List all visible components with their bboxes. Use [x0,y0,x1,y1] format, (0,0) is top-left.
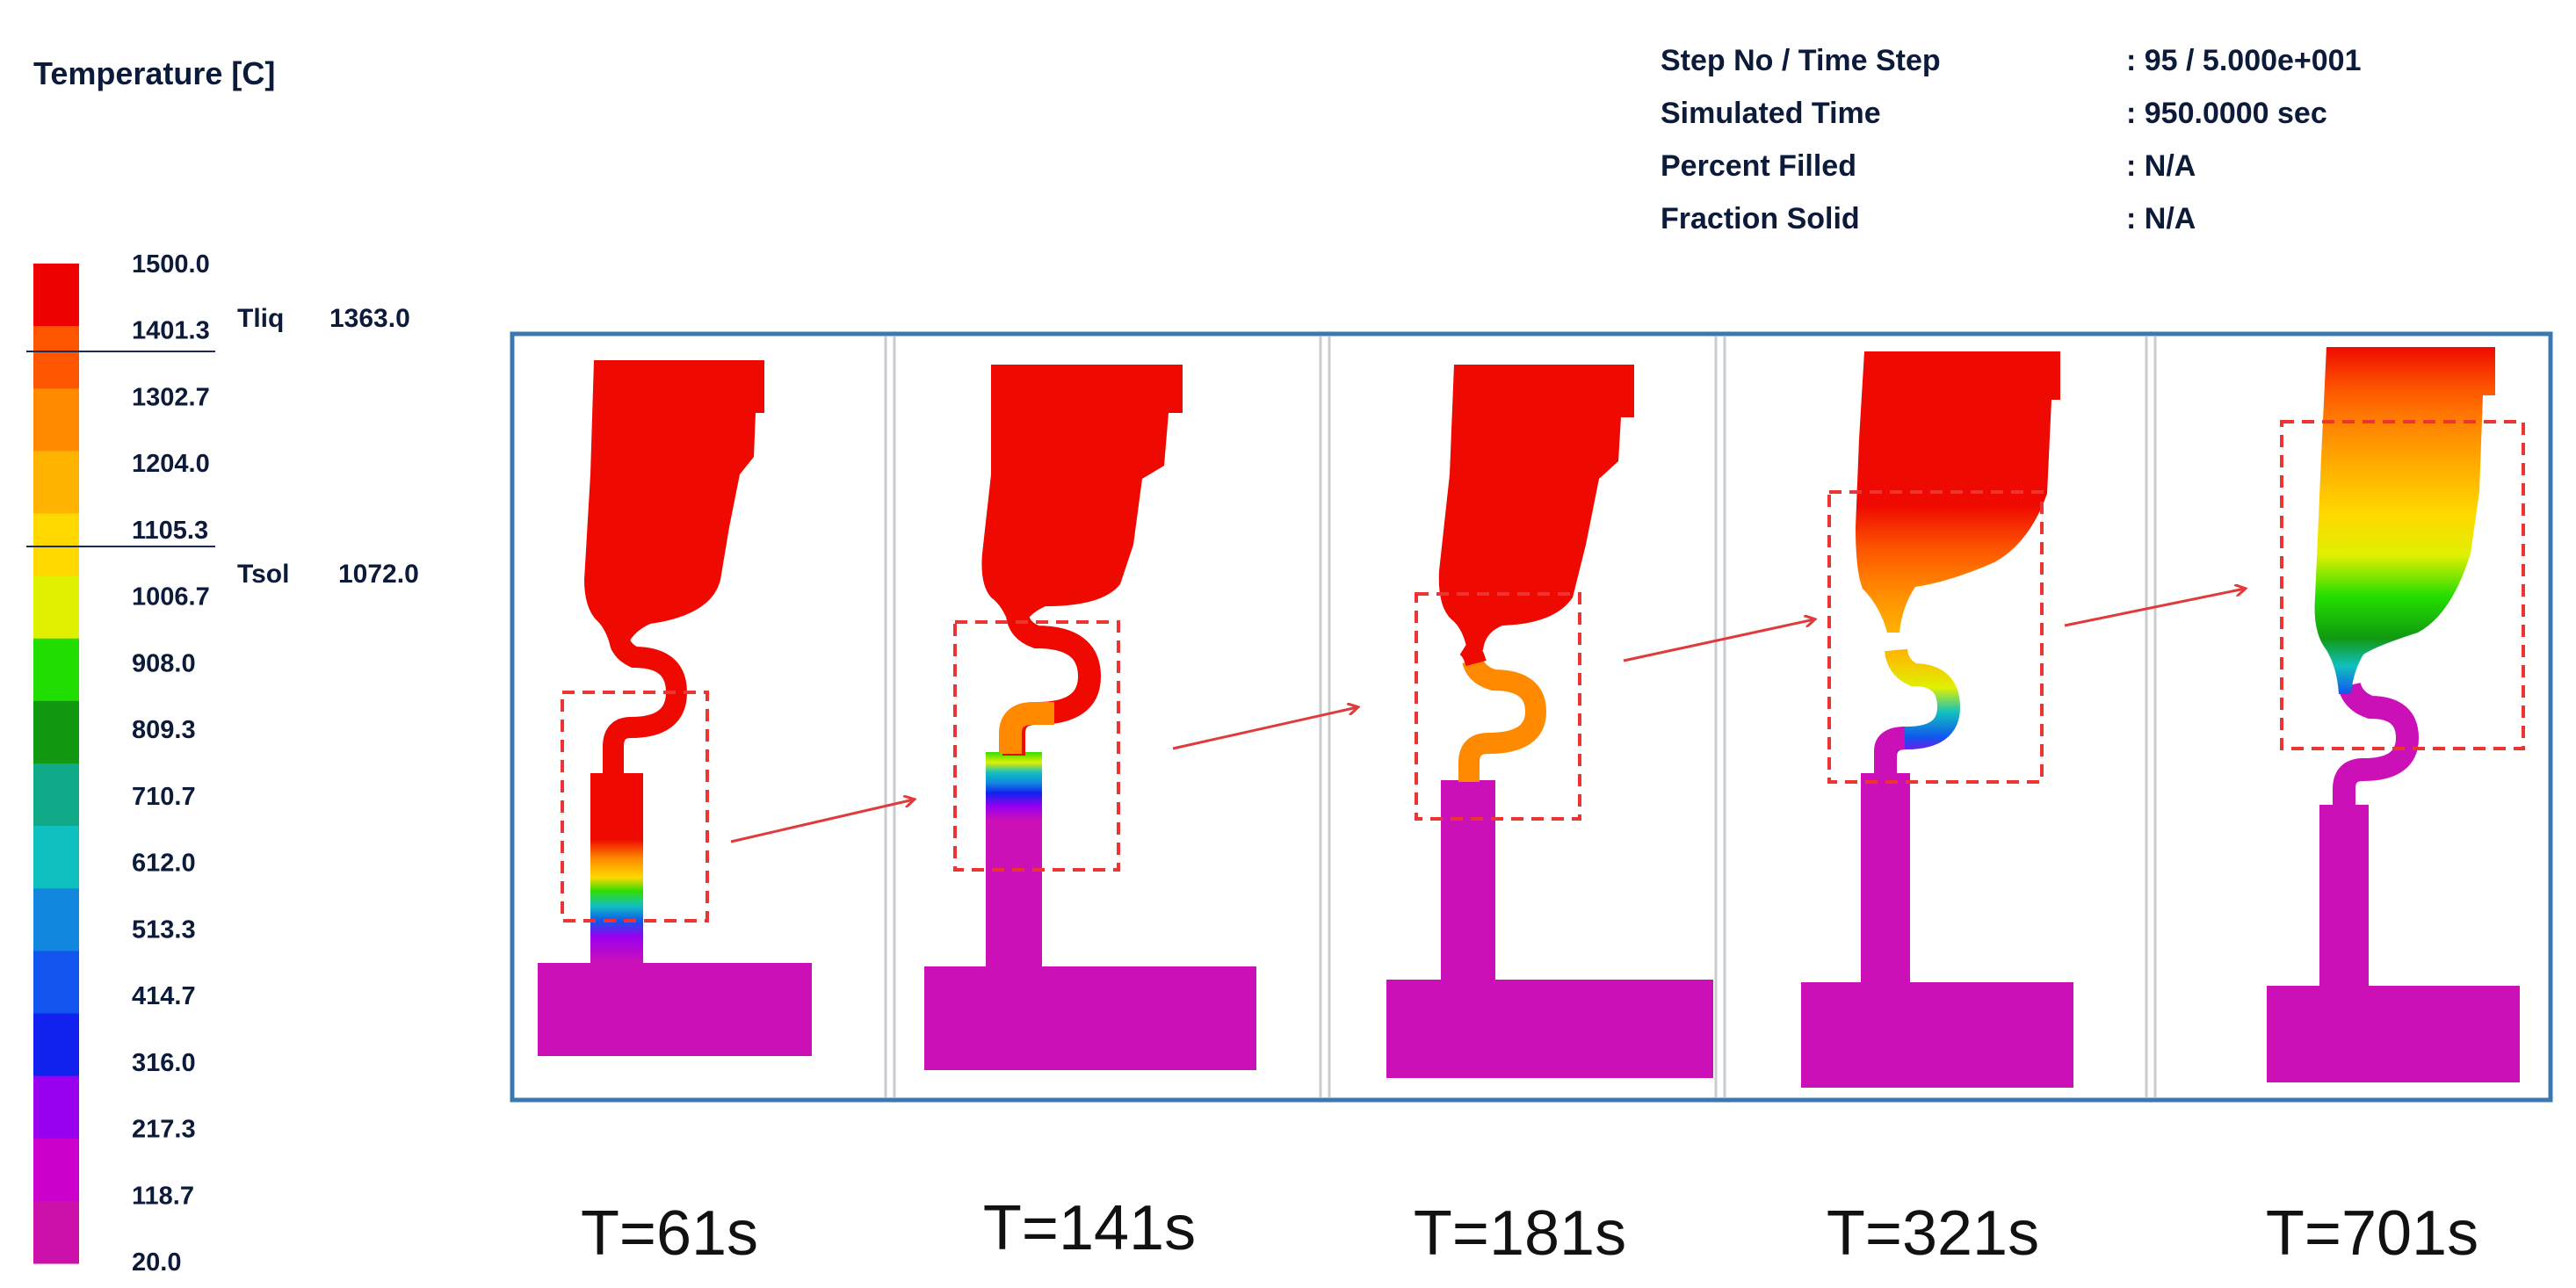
legend-tick-label: 710.7 [132,783,196,811]
legend-tick-label: 612.0 [132,850,196,878]
arrow-3 [1623,619,1814,662]
legend-tick-label: 217.3 [132,1116,196,1144]
legend-tick-label: 414.7 [132,982,196,1010]
caption-t181: T=181s [1414,1198,1626,1269]
base-plate [1386,980,1713,1078]
legend-tick-label: 316.0 [132,1049,196,1077]
legend-swatch [33,638,79,702]
info-label-solid: Fraction Solid [1661,202,1860,235]
legend-tick-label: 118.7 [132,1182,194,1210]
legend-swatch [33,513,79,577]
tsol-label: Tsol [237,560,289,589]
simulation-info: Step No / Time Step : 95 / 5.000e+001 Si… [1661,44,2362,235]
info-label-filled: Percent Filled [1661,149,1856,183]
riser-column [2319,805,2369,986]
tsol-value: 1072.0 [338,560,419,589]
legend-swatch [33,1138,79,1202]
highlight-box [2280,420,2525,750]
caption-t701: T=701s [2266,1198,2478,1269]
legend-swatch [33,575,79,640]
info-value-time: : 950.0000 sec [2126,97,2327,130]
caption-t321: T=321s [1827,1198,2039,1269]
funnel [1438,365,1634,650]
legend-tick-label: 1500.0 [132,250,210,279]
riser-column [986,817,1042,966]
legend-tick-label: 908.0 [132,649,196,677]
progression-arrows [730,589,2245,843]
arrow-2 [1172,707,1357,750]
arrow-1 [730,800,914,843]
frame-dividers [884,336,2157,1097]
riser-column [1861,773,1910,982]
legend-swatch [33,826,79,889]
legend-swatch [33,700,79,764]
funnel [981,365,1183,628]
legend-tick-label: 20.0 [132,1248,181,1277]
legend-tick-label: 513.3 [132,915,196,944]
legend-swatch [33,1200,79,1264]
legend-swatch [33,1075,79,1140]
highlight-box [953,620,1120,872]
color-legend-ticks: 1500.0 1401.3 1302.7 1204.0 1105.3 1006.7 908.… [132,250,210,1277]
highlight-box [1415,592,1581,821]
legend-swatch [33,388,79,452]
caption-t141: T=141s [983,1193,1196,1263]
info-value-step: : 95 / 5.000e+001 [2126,44,2362,77]
arrow-4 [2064,589,2245,627]
legend-swatch [33,451,79,514]
tliq-value: 1363.0 [329,304,410,333]
legend-tick-label: 1204.0 [132,450,210,478]
s-channel-cooling [999,702,1054,754]
info-label-step: Step No / Time Step [1661,44,1941,77]
legend-swatch [33,951,79,1014]
riser-column [1441,780,1495,980]
info-label-time: Simulated Time [1661,97,1881,130]
legend-swatch [33,264,79,327]
funnel [2314,347,2495,694]
frame-t701 [2267,347,2525,1082]
base-plate [924,966,1256,1070]
s-channel [2333,682,2420,807]
riser-column [590,773,643,963]
cooling-front [986,752,1042,821]
legend-title: Temperature [C] [33,55,275,91]
legend-tick-label: 1401.3 [132,317,210,345]
base-plate [1801,982,2073,1088]
legend-tick-label: 1302.7 [132,383,210,411]
color-legend-bar [33,264,79,1264]
s-channel [1458,657,1547,782]
info-value-filled: : N/A [2126,149,2196,183]
legend-tick-label: 809.3 [132,716,196,744]
legend-tick-label: 1006.7 [132,583,210,611]
frame-t181 [1386,365,1713,1078]
s-channel-cold [1874,727,1906,775]
legend-swatch [33,1013,79,1077]
funnel [584,360,764,650]
legend-swatch [33,326,79,389]
base-plate [538,963,812,1056]
frame-t141 [924,365,1256,1070]
highlight-box [1827,490,2044,784]
legend-swatch [33,888,79,952]
caption-t61: T=61s [581,1198,758,1269]
legend-swatch [33,763,79,827]
highlight-box [561,691,709,923]
frame-t61 [538,360,812,1056]
info-value-solid: : N/A [2126,202,2196,235]
base-plate [2267,986,2520,1082]
frame-t321 [1801,351,2073,1088]
s-channel [603,636,688,775]
tliq-label: Tliq [237,304,284,333]
legend-tick-label: 1105.3 [132,517,208,545]
